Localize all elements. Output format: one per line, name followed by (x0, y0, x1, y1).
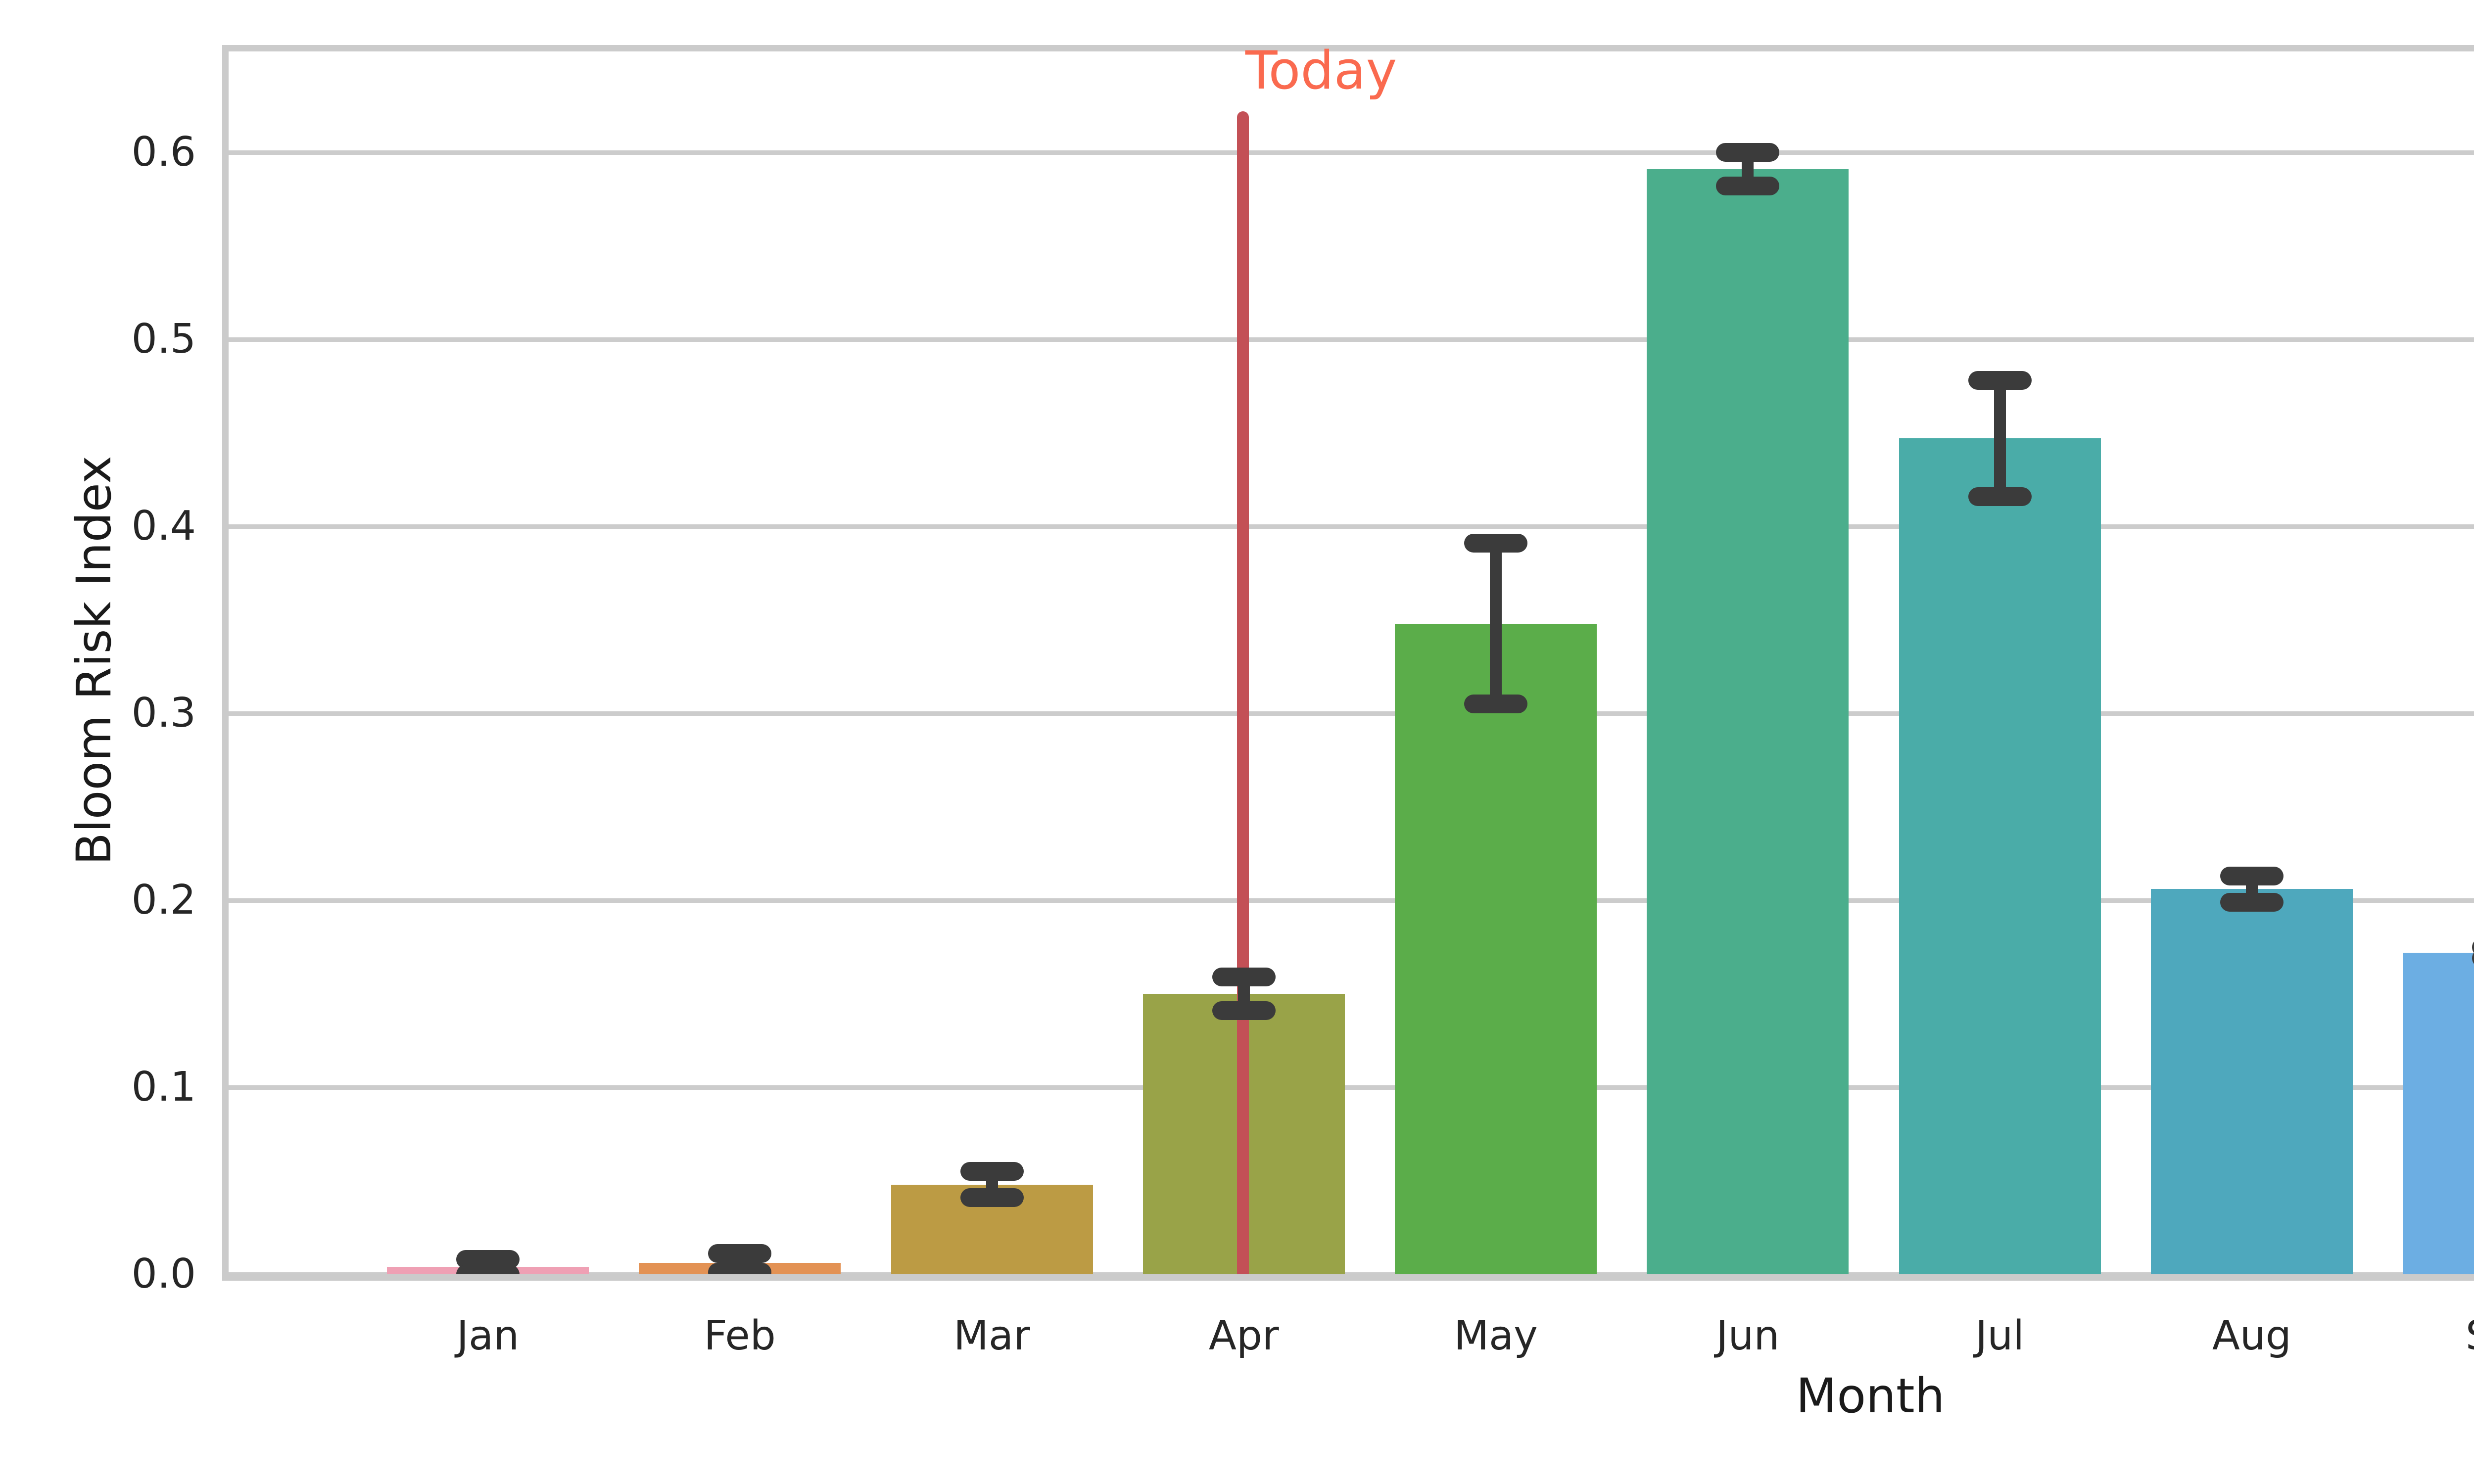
errorbar-cap-bottom-sep (2472, 949, 2474, 968)
x-tick-label-may: May (1454, 1312, 1538, 1359)
errorbar-stem-jul (1994, 380, 2006, 497)
errorbar-cap-bottom-apr (1212, 1001, 1276, 1020)
y-tick-label-0.0: 0.0 (131, 1251, 196, 1298)
errorbar-cap-top-jun (1716, 143, 1780, 162)
today-line (1237, 111, 1249, 1274)
y-tick-label-0.1: 0.1 (131, 1064, 196, 1111)
errorbar-cap-bottom-jan (456, 1265, 520, 1274)
errorbar-cap-top-jul (1968, 371, 2032, 390)
x-tick-label-feb: Feb (704, 1312, 776, 1359)
errorbar-cap-bottom-may (1464, 695, 1528, 714)
gridline-y-0.4 (229, 524, 2474, 529)
gridline-y-0.6 (229, 150, 2474, 155)
errorbar-cap-top-mar (960, 1162, 1024, 1181)
x-tick-label-mar: Mar (953, 1312, 1030, 1359)
gridline-y-0.3 (229, 711, 2474, 716)
x-tick-label-apr: Apr (1208, 1312, 1279, 1359)
errorbar-cap-bottom-aug (2220, 892, 2284, 912)
y-tick-label-0.2: 0.2 (131, 877, 196, 924)
x-axis-title: Month (1796, 1368, 1945, 1424)
errorbar-cap-top-apr (1212, 967, 1276, 986)
bar-aug (2150, 889, 2353, 1274)
y-tick-label-0.3: 0.3 (131, 690, 196, 737)
gridline-y-0.5 (229, 337, 2474, 342)
errorbar-cap-bottom-jul (1968, 487, 2032, 506)
y-tick-label-0.6: 0.6 (131, 129, 196, 176)
errorbar-cap-bottom-mar (960, 1188, 1024, 1207)
gridline-y-0.2 (229, 898, 2474, 903)
y-tick-label-0.4: 0.4 (131, 503, 196, 550)
x-tick-label-sep: Sep (2380, 1309, 2474, 1363)
bar-jul (1899, 438, 2101, 1274)
errorbar-cap-top-feb (708, 1244, 772, 1263)
errorbar-cap-top-may (1464, 534, 1528, 553)
bar-may (1395, 623, 1597, 1274)
x-tick-label-jun: Jun (1716, 1312, 1780, 1359)
errorbar-cap-top-sep (2472, 937, 2474, 957)
plot-area (222, 45, 2474, 1281)
bar-jun (1647, 169, 1849, 1274)
errorbar-cap-bottom-jun (1716, 177, 1780, 196)
errorbar-cap-top-aug (2220, 866, 2284, 885)
gridline-y-0.1 (229, 1085, 2474, 1090)
bar-sep (2403, 952, 2474, 1274)
today-annotation-label: Today (1245, 40, 1397, 101)
errorbar-stem-may (1490, 543, 1502, 704)
errorbar-cap-bottom-feb (708, 1263, 772, 1274)
x-tick-label-jan: Jan (456, 1312, 520, 1359)
gridline-y-0.0 (229, 1272, 2474, 1274)
y-axis-title: Bloom Risk Index (66, 456, 122, 865)
x-tick-label-aug: Aug (2212, 1312, 2291, 1359)
x-tick-label-jul: Jul (1975, 1312, 2025, 1359)
y-tick-label-0.5: 0.5 (131, 316, 196, 363)
